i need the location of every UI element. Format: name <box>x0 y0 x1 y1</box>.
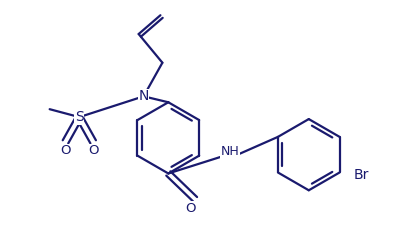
Text: O: O <box>60 144 71 157</box>
Text: NH: NH <box>220 145 239 158</box>
Text: O: O <box>88 144 99 157</box>
Text: S: S <box>75 110 84 124</box>
Text: N: N <box>139 89 149 103</box>
Text: O: O <box>185 202 195 215</box>
Text: Br: Br <box>354 168 369 182</box>
